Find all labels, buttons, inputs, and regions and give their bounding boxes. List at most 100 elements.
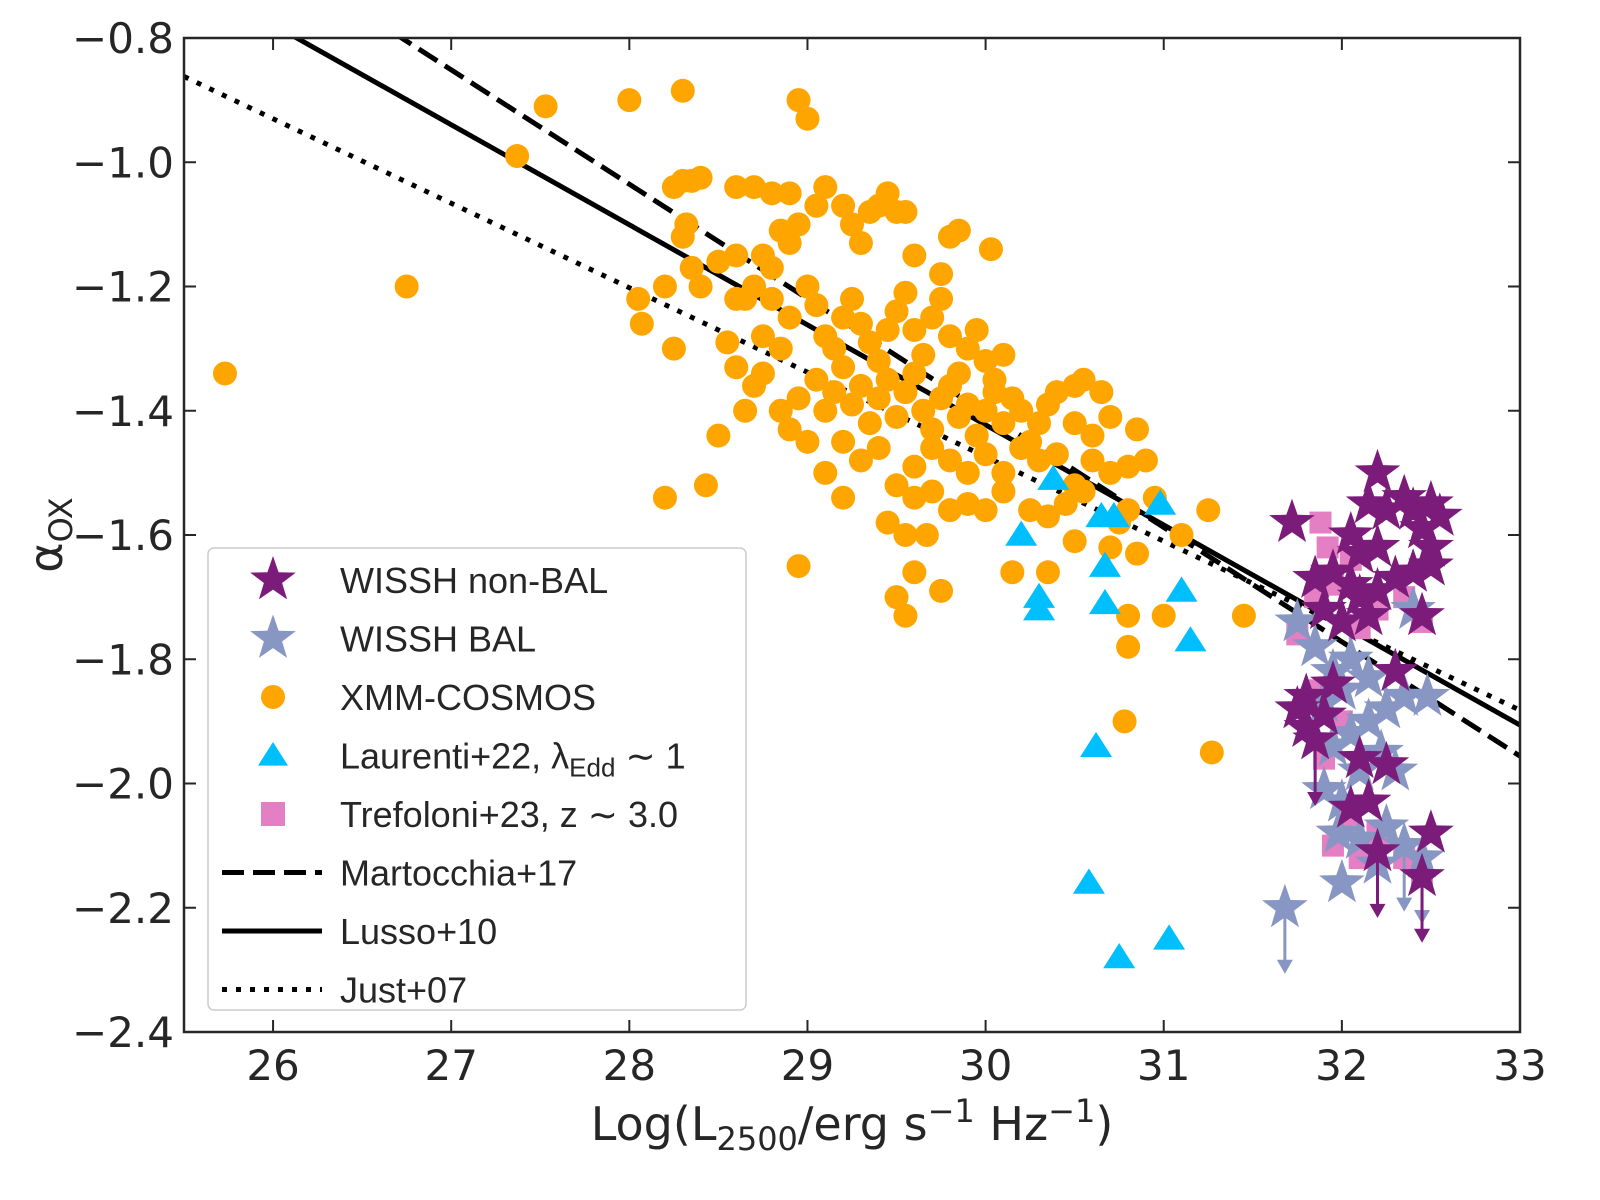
xmm-cosmos-point <box>920 479 945 504</box>
xmm-cosmos-point <box>617 88 642 113</box>
xmm-cosmos-point <box>902 243 927 268</box>
xmm-cosmos-point <box>1098 535 1123 560</box>
xmm-cosmos-point <box>840 212 864 237</box>
wissh-non-bal-point <box>1327 511 1374 555</box>
laurenti-22-point <box>1153 924 1186 950</box>
xmm-cosmos-point <box>759 255 784 280</box>
legend-label: Lusso+10 <box>340 911 497 952</box>
xmm-cosmos-point <box>786 212 811 237</box>
y-tick-label: −2.2 <box>72 884 174 933</box>
xmm-cosmos-point <box>670 224 695 249</box>
xmm-cosmos-point <box>795 429 820 454</box>
upper-limit-arrowhead <box>1414 928 1431 943</box>
xmm-cosmos-point <box>533 94 558 119</box>
laurenti-22-point <box>1023 595 1056 621</box>
xmm-cosmos-point <box>893 199 918 224</box>
xmm-cosmos-point <box>973 498 998 523</box>
legend-marker <box>250 614 296 658</box>
legend-item: XMM-COSMOS <box>261 677 596 718</box>
xmm-cosmos-point <box>955 336 980 361</box>
xmm-cosmos-point <box>1009 398 1034 423</box>
xmm-cosmos-point <box>813 398 838 423</box>
wissh-non-bal-point <box>1274 685 1321 729</box>
xmm-cosmos-point <box>902 361 927 386</box>
xmm-cosmos-point <box>1112 709 1137 734</box>
xmm-cosmos-point <box>875 510 900 535</box>
wissh-bal-point <box>1390 585 1436 629</box>
wissh-non-bal-point <box>1310 660 1356 704</box>
xmm-cosmos-point <box>795 274 820 299</box>
laurenti-22-point <box>1005 520 1038 546</box>
xmm-cosmos-point <box>505 144 530 169</box>
laurenti-22-point <box>1037 464 1070 490</box>
xmm-cosmos-point <box>884 473 909 498</box>
laurenti-22-point <box>1088 551 1121 577</box>
xmm-cosmos-point <box>652 274 677 299</box>
laurenti-22-point <box>1165 576 1198 602</box>
legend-item: Lusso+10 <box>222 911 497 952</box>
xmm-cosmos-point <box>804 193 829 218</box>
wissh-bal-point <box>1301 765 1347 810</box>
wissh-non-bal-point <box>1283 672 1330 716</box>
xmm-cosmos-point <box>742 274 767 299</box>
laurenti-22-point <box>1097 501 1130 528</box>
x-tick-label: 30 <box>959 1041 1012 1090</box>
upper-limit-arrowhead <box>1396 897 1413 912</box>
upper-limit-arrowhead <box>1276 959 1293 974</box>
wissh-non-bal-point <box>1301 585 1347 629</box>
xmm-cosmos-point <box>1151 603 1176 628</box>
xmm-cosmos-point <box>831 355 856 380</box>
legend-item: WISSH BAL <box>250 614 536 660</box>
xmm-cosmos-point <box>848 373 873 398</box>
xmm-cosmos-point <box>679 255 704 280</box>
legend-marker <box>261 802 285 826</box>
wissh-non-bal-point <box>1354 827 1401 872</box>
xmm-cosmos-point <box>1062 529 1087 554</box>
wissh-bal-point <box>1319 778 1365 822</box>
xmm-cosmos-point <box>875 317 900 342</box>
xmm-cosmos-point <box>920 305 945 330</box>
xmm-cosmos-point <box>875 181 900 206</box>
xmm-cosmos-point <box>1116 634 1141 659</box>
legend-item: WISSH non-BAL <box>250 556 608 601</box>
xmm-cosmos-point <box>914 523 939 547</box>
wissh-non-bal-point <box>1327 784 1374 828</box>
xmm-cosmos-point <box>929 578 954 603</box>
wissh-non-bal-point <box>1301 691 1347 735</box>
xmm-cosmos-point <box>911 342 936 367</box>
wissh-bal-point <box>1404 672 1451 716</box>
xmm-cosmos-point <box>902 560 927 585</box>
xmm-cosmos-point <box>937 324 962 349</box>
xmm-cosmos-point <box>831 193 856 218</box>
xmm-cosmos-point <box>822 380 847 405</box>
xmm-cosmos-point <box>1080 423 1105 448</box>
laurenti-22-point <box>1072 868 1105 894</box>
x-tick-label: 27 <box>424 1041 477 1090</box>
xmm-cosmos-point <box>893 523 918 547</box>
series-wissh-non-bal <box>1269 448 1463 943</box>
xmm-cosmos-point <box>786 554 811 579</box>
legend-label: WISSH non-BAL <box>340 560 608 601</box>
wissh-bal-point <box>1363 803 1410 847</box>
xmm-cosmos-point <box>1071 367 1096 392</box>
upper-limit-arrowhead <box>1307 792 1324 807</box>
xmm-cosmos-point <box>848 311 873 336</box>
xmm-cosmos-point <box>1231 603 1256 628</box>
xmm-cosmos-point <box>777 417 802 442</box>
wissh-non-bal-point <box>1354 448 1401 493</box>
wissh-non-bal-point <box>1310 548 1356 592</box>
xmm-cosmos-point <box>840 392 864 417</box>
wissh-non-bal-point <box>1417 492 1463 536</box>
laurenti-22-point <box>1174 626 1207 652</box>
y-tick-label: −1.0 <box>72 138 174 187</box>
xmm-cosmos-point <box>991 460 1016 485</box>
y-tick-label: −2.0 <box>72 760 174 809</box>
wissh-non-bal-point <box>1336 573 1383 617</box>
series-laurenti-22 <box>1005 464 1207 969</box>
xmm-cosmos-point <box>1000 560 1025 585</box>
xmm-cosmos-point <box>1199 740 1224 765</box>
xmm-cosmos-point <box>661 336 686 361</box>
legend-marker <box>258 742 288 766</box>
xmm-cosmos-point <box>991 479 1016 504</box>
